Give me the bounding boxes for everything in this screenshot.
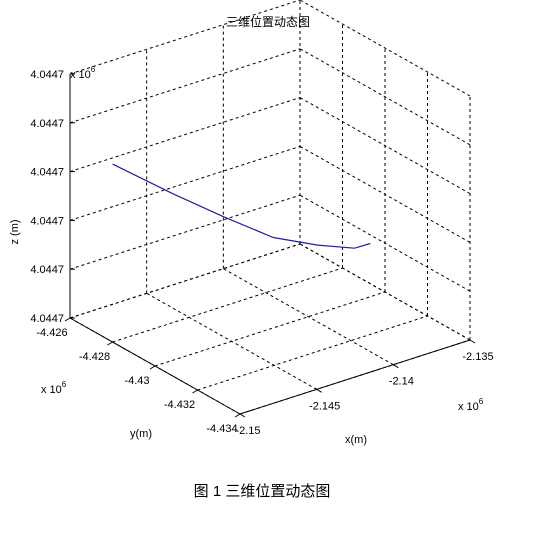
grid-line <box>69 194 301 270</box>
y-tick-mark <box>192 389 198 394</box>
grid-line <box>112 267 343 343</box>
z-tick-label: 4.0447 <box>30 264 64 276</box>
y-exponent-label: x 106 <box>41 380 67 396</box>
grid-line <box>299 243 471 341</box>
x-exponent-label: x 106 <box>458 397 484 413</box>
axes <box>64 73 476 418</box>
grid-line <box>69 97 301 173</box>
x-tick-mark <box>469 339 476 344</box>
grid-line <box>299 48 471 146</box>
z-tick-label: 4.0447 <box>30 313 64 325</box>
series-line <box>112 163 371 249</box>
figure-caption: 图 1 三维位置动态图 <box>194 483 331 500</box>
y-tick-label: -4.43 <box>124 375 149 387</box>
x-tick-mark <box>316 388 322 393</box>
x-tick-label: -2.145 <box>309 400 340 412</box>
y-tick-mark <box>107 341 113 346</box>
z-tick-label: 4.0447 <box>30 215 64 227</box>
z-tick-label: 4.0447 <box>30 167 64 179</box>
z-tick-label: 4.0447 <box>30 118 64 130</box>
z-exponent-label: x 106 <box>70 65 96 81</box>
x-axis-label: x(m) <box>345 434 367 446</box>
grid-line <box>299 97 471 195</box>
y-tick-mark <box>149 365 156 370</box>
y-axis-label: y(m) <box>130 428 152 440</box>
z-axis-label: z (m) <box>9 219 21 244</box>
x-tick-label: -2.135 <box>462 351 493 363</box>
grid <box>69 0 471 415</box>
x-axis-line <box>239 339 471 415</box>
grid-line <box>299 0 471 97</box>
grid-line <box>299 194 471 292</box>
grid-line <box>197 315 428 391</box>
x-tick-label: -2.15 <box>235 425 260 437</box>
y-tick-label: -4.426 <box>36 327 67 339</box>
grid-line <box>69 0 301 75</box>
y-tick-label: -4.428 <box>79 351 110 363</box>
x-tick-label: -2.14 <box>389 376 414 388</box>
grid-line <box>299 145 471 243</box>
y-tick-mark <box>64 317 71 322</box>
y-tick-mark <box>234 413 241 418</box>
z-tick-label: 4.0447 <box>30 69 64 81</box>
x-tick-mark <box>239 413 246 418</box>
y-tick-label: -4.434 <box>206 423 237 435</box>
x-tick-mark <box>393 364 399 369</box>
chart-title: 三维位置动态图 <box>226 14 310 29</box>
grid-line <box>69 48 301 124</box>
grid-line <box>154 291 386 367</box>
series <box>112 163 371 249</box>
y-tick-label: -4.432 <box>164 399 195 411</box>
grid-line <box>223 268 394 366</box>
grid-line <box>69 145 301 221</box>
tick-labels: -2.15 -2.145 -2.14 -2.135 -4.434 -4.432 -4.43 -… <box>30 69 493 437</box>
grid-line <box>69 243 301 319</box>
